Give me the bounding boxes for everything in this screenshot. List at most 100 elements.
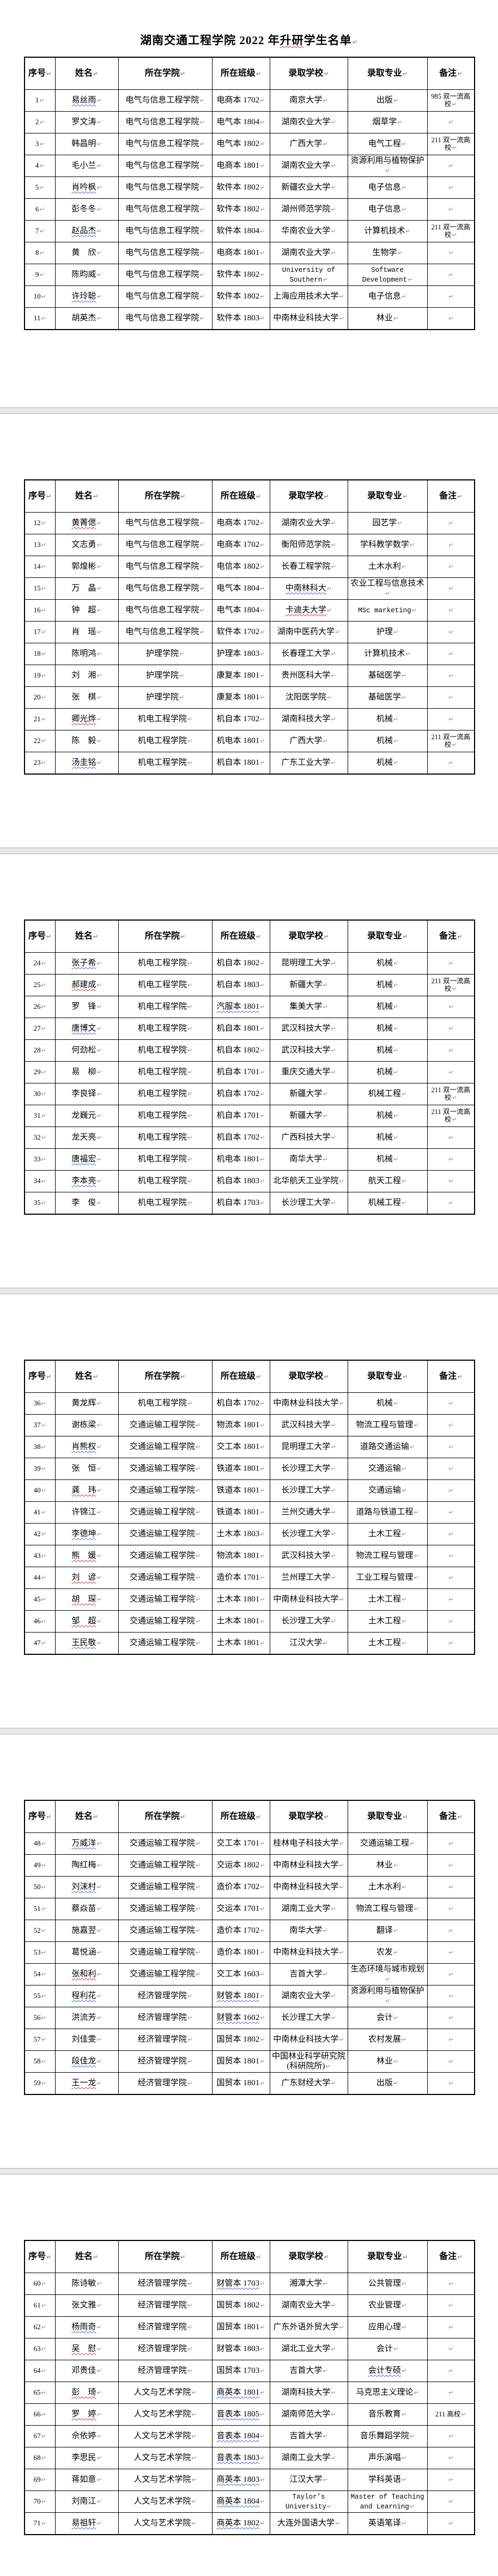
cell-name[interactable]: 王民敬↵ <box>54 1632 119 1655</box>
cell-class[interactable]: 电商本 1801↵ <box>211 155 270 177</box>
cell-college[interactable]: 电气与信息工程学院↵ <box>118 534 212 556</box>
cell-class[interactable]: 电商本 1702↵ <box>211 89 270 112</box>
cell-college[interactable]: 电气与信息工程学院↵ <box>118 111 212 133</box>
cell-no[interactable]: 29↵ <box>24 1061 56 1083</box>
cell-school[interactable]: 武汉科技大学↵ <box>269 1545 348 1567</box>
cell-class[interactable]: 铁道本 1801↵ <box>211 1458 270 1480</box>
cell-no[interactable]: 46↵ <box>24 1610 56 1633</box>
cell-remark[interactable]: ↵ <box>427 2072 475 2095</box>
cell-school[interactable]: 武汉科技大学↵ <box>269 1414 348 1436</box>
cell-name[interactable]: 刘 谚↵ <box>54 1567 119 1589</box>
cell-name[interactable]: 万 晶↵ <box>54 577 119 600</box>
cell-remark[interactable]: ↵ <box>427 512 475 534</box>
cell-major[interactable]: 机械↵ <box>347 1061 428 1083</box>
cell-major[interactable]: Software Development↵ <box>347 264 428 286</box>
cell-class[interactable]: 造价本 1701↵ <box>211 1567 270 1589</box>
cell-remark[interactable]: ↵ <box>427 1985 475 2007</box>
cell-no[interactable]: 44↵ <box>24 1567 56 1589</box>
cell-name[interactable]: 彭 琦↵ <box>54 2382 119 2404</box>
cell-school[interactable]: 广西科技大学↵ <box>269 1126 348 1149</box>
cell-no[interactable]: 10↵ <box>24 285 56 308</box>
document-page-5[interactable]: 序号↵ 姓名↵ 所在学院↵ 所在班级↵ 录取学校↵ 录取专业↵ 备注↵ 48↵ 万威洋↵ 交通运输… <box>0 1734 498 2168</box>
cell-class[interactable]: 国贸本 1801↵ <box>211 2072 270 2095</box>
column-header-no[interactable]: 序号↵ <box>24 1800 56 1833</box>
cell-college[interactable]: 电气与信息工程学院↵ <box>118 577 212 600</box>
cell-school[interactable]: 新疆大学↵ <box>269 1083 348 1105</box>
cell-no[interactable]: 1↵ <box>24 89 56 112</box>
cell-name[interactable]: 易 柳↵ <box>54 1061 119 1083</box>
cell-class[interactable]: 电气本 1802↵ <box>211 133 270 155</box>
cell-major[interactable]: 音乐舞蹈学院↵ <box>347 2425 428 2447</box>
cell-school[interactable]: 湖南中医药大学↵ <box>269 621 348 643</box>
cell-no[interactable]: 41↵ <box>24 1501 56 1524</box>
cell-class[interactable]: 财管本 1803↵ <box>211 2338 270 2360</box>
column-header-no[interactable]: 序号↵ <box>24 57 56 90</box>
cell-college[interactable]: 电气与信息工程学院↵ <box>118 133 212 155</box>
cell-class[interactable]: 财管本 1602↵ <box>211 2007 270 2029</box>
cell-college[interactable]: 人文与艺术学院↵ <box>118 2425 212 2447</box>
cell-class[interactable]: 机自本 1803↵ <box>211 1170 270 1192</box>
column-header-name[interactable]: 姓名↵ <box>54 479 119 513</box>
cell-college[interactable]: 电气与信息工程学院↵ <box>118 220 212 242</box>
cell-school[interactable]: 昆明理工大学↵ <box>269 952 348 975</box>
cell-school[interactable]: 湖南农业大学↵ <box>269 155 348 177</box>
cell-class[interactable]: 交工本 1603↵ <box>211 1963 270 1986</box>
cell-class[interactable]: 机自本 1702↵ <box>211 1126 270 1149</box>
cell-major[interactable]: 道路交通运输↵ <box>347 1436 428 1458</box>
cell-major[interactable]: 土木工程↵ <box>347 1588 428 1611</box>
cell-name[interactable]: 毛小兰↵ <box>54 155 119 177</box>
cell-school[interactable]: 兰州交通大学↵ <box>269 1501 348 1524</box>
cell-major[interactable]: 土木水利↵ <box>347 1876 428 1898</box>
cell-no[interactable]: 61↵ <box>24 2294 56 2317</box>
cell-college[interactable]: 机电工程学院↵ <box>118 1083 212 1105</box>
cell-remark[interactable]: ↵ <box>427 155 475 177</box>
cell-school[interactable]: 中国林业科学研究院(科研院所)↵ <box>269 2050 348 2073</box>
cell-no[interactable]: 3↵ <box>24 133 56 155</box>
cell-no[interactable]: 39↵ <box>24 1458 56 1480</box>
cell-no[interactable]: 49↵ <box>24 1854 56 1877</box>
cell-college[interactable]: 护理学院↵ <box>118 643 212 665</box>
cell-school[interactable]: 华南农业大学↵ <box>269 220 348 242</box>
cell-no[interactable]: 42↵ <box>24 1523 56 1545</box>
column-header-school[interactable]: 录取学校↵ <box>269 479 348 513</box>
column-header-name[interactable]: 姓名↵ <box>54 919 119 953</box>
cell-class[interactable]: 机自本 1701↵ <box>211 1061 270 1083</box>
cell-no[interactable]: 35↵ <box>24 1192 56 1215</box>
cell-college[interactable]: 机电工程学院↵ <box>118 1018 212 1040</box>
cell-name[interactable]: 肖 瑶↵ <box>54 621 119 643</box>
cell-college[interactable]: 经济管理学院↵ <box>118 2050 212 2073</box>
cell-name[interactable]: 汤圭铭↵ <box>54 752 119 775</box>
cell-name[interactable]: 黄菁偲↵ <box>54 512 119 534</box>
cell-remark[interactable]: ↵ <box>427 1414 475 1436</box>
cell-no[interactable]: 12↵ <box>24 512 56 534</box>
cell-no[interactable]: 59↵ <box>24 2072 56 2095</box>
cell-major[interactable]: 园艺学↵ <box>347 512 428 534</box>
cell-no[interactable]: 37↵ <box>24 1414 56 1436</box>
cell-school[interactable]: 湖南科技大学↵ <box>269 708 348 730</box>
cell-major[interactable]: 土木工程↵ <box>347 1523 428 1545</box>
cell-remark[interactable]: ↵ <box>427 1854 475 1877</box>
cell-name[interactable]: 郭煌彬↵ <box>54 556 119 578</box>
cell-class[interactable]: 商英本 1802↵ <box>211 2512 270 2535</box>
cell-no[interactable]: 6↵ <box>24 198 56 221</box>
cell-no[interactable]: 43↵ <box>24 1545 56 1567</box>
cell-class[interactable]: 音表本 1805↵ <box>211 2403 270 2426</box>
cell-name[interactable]: 李德坤↵ <box>54 1523 119 1545</box>
cell-major[interactable]: 会计↵ <box>347 2338 428 2360</box>
cell-school[interactable]: 沈阳医学院↵ <box>269 686 348 709</box>
cell-no[interactable]: 47↵ <box>24 1632 56 1655</box>
cell-school[interactable]: 湖南科技大学↵ <box>269 2382 348 2404</box>
cell-name[interactable]: 段佳龙↵ <box>54 2050 119 2073</box>
cell-remark[interactable]: ↵ <box>427 665 475 687</box>
cell-major[interactable]: 电子信息↵ <box>347 198 428 221</box>
cell-major[interactable]: 英语笔译↵ <box>347 2512 428 2535</box>
cell-major[interactable]: 音乐教育↵ <box>347 2403 428 2426</box>
cell-school[interactable]: 湖州师范学院↵ <box>269 198 348 221</box>
cell-major[interactable]: 声乐演唱↵ <box>347 2447 428 2469</box>
cell-major[interactable]: 林业↵ <box>347 1854 428 1877</box>
cell-major[interactable]: 学科英语↵ <box>347 2469 428 2491</box>
cell-name[interactable]: 陈明鸿↵ <box>54 643 119 665</box>
cell-name[interactable]: 肖熊权↵ <box>54 1436 119 1458</box>
cell-class[interactable]: 商英本 1804↵ <box>211 2490 270 2513</box>
cell-class[interactable]: 机自本 1801↵ <box>211 752 270 775</box>
